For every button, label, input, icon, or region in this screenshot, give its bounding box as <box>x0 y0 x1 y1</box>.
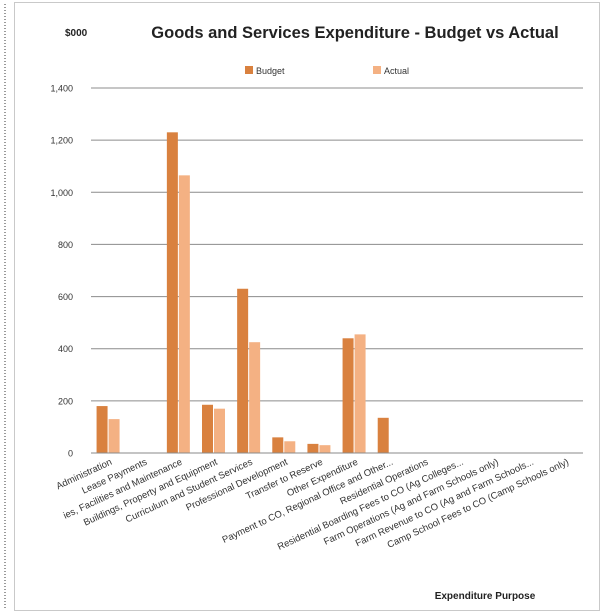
bar-actual <box>214 408 225 453</box>
unit-label: $000 <box>65 28 88 39</box>
x-axis-title: Expenditure Purpose <box>435 591 536 602</box>
legend-swatch <box>373 66 381 74</box>
bar-budget <box>202 404 213 453</box>
bar-budget <box>342 338 354 453</box>
y-tick-label: 600 <box>58 292 73 302</box>
legend-label: Actual <box>384 66 409 76</box>
bar-budget <box>237 288 249 453</box>
chart-frame: $000 Goods and Services Expenditure - Bu… <box>14 2 600 611</box>
bar-actual <box>249 342 261 453</box>
chart-svg: $000 Goods and Services Expenditure - Bu… <box>50 24 583 602</box>
chart-title: Goods and Services Expenditure - Budget … <box>151 24 558 42</box>
y-axis-ticks: 0 200 400 600 800 1,000 1,200 1,400 <box>50 84 73 459</box>
bar-actual <box>354 334 366 453</box>
legend-label: Budget <box>256 66 285 76</box>
bar-budget <box>96 406 108 453</box>
legend: Budget Actual <box>245 66 409 76</box>
bar-actual <box>319 445 331 453</box>
gridlines <box>91 87 583 402</box>
y-tick-label: 1,400 <box>50 84 73 94</box>
y-tick-label: 400 <box>58 344 73 354</box>
bar-actual <box>108 419 120 453</box>
y-tick-label: 0 <box>68 449 73 459</box>
y-tick-label: 1,000 <box>50 188 73 198</box>
bar-budget <box>377 417 389 453</box>
bars <box>96 132 389 454</box>
y-tick-label: 800 <box>58 240 73 250</box>
bar-budget <box>272 437 284 453</box>
legend-swatch <box>245 66 253 74</box>
bar-budget <box>166 132 178 454</box>
bar-budget <box>307 443 319 453</box>
y-tick-label: 200 <box>58 396 73 406</box>
left-edge-dots <box>0 0 11 612</box>
bar-actual <box>178 175 190 453</box>
y-tick-label: 1,200 <box>50 136 73 146</box>
bar-actual <box>284 441 296 453</box>
